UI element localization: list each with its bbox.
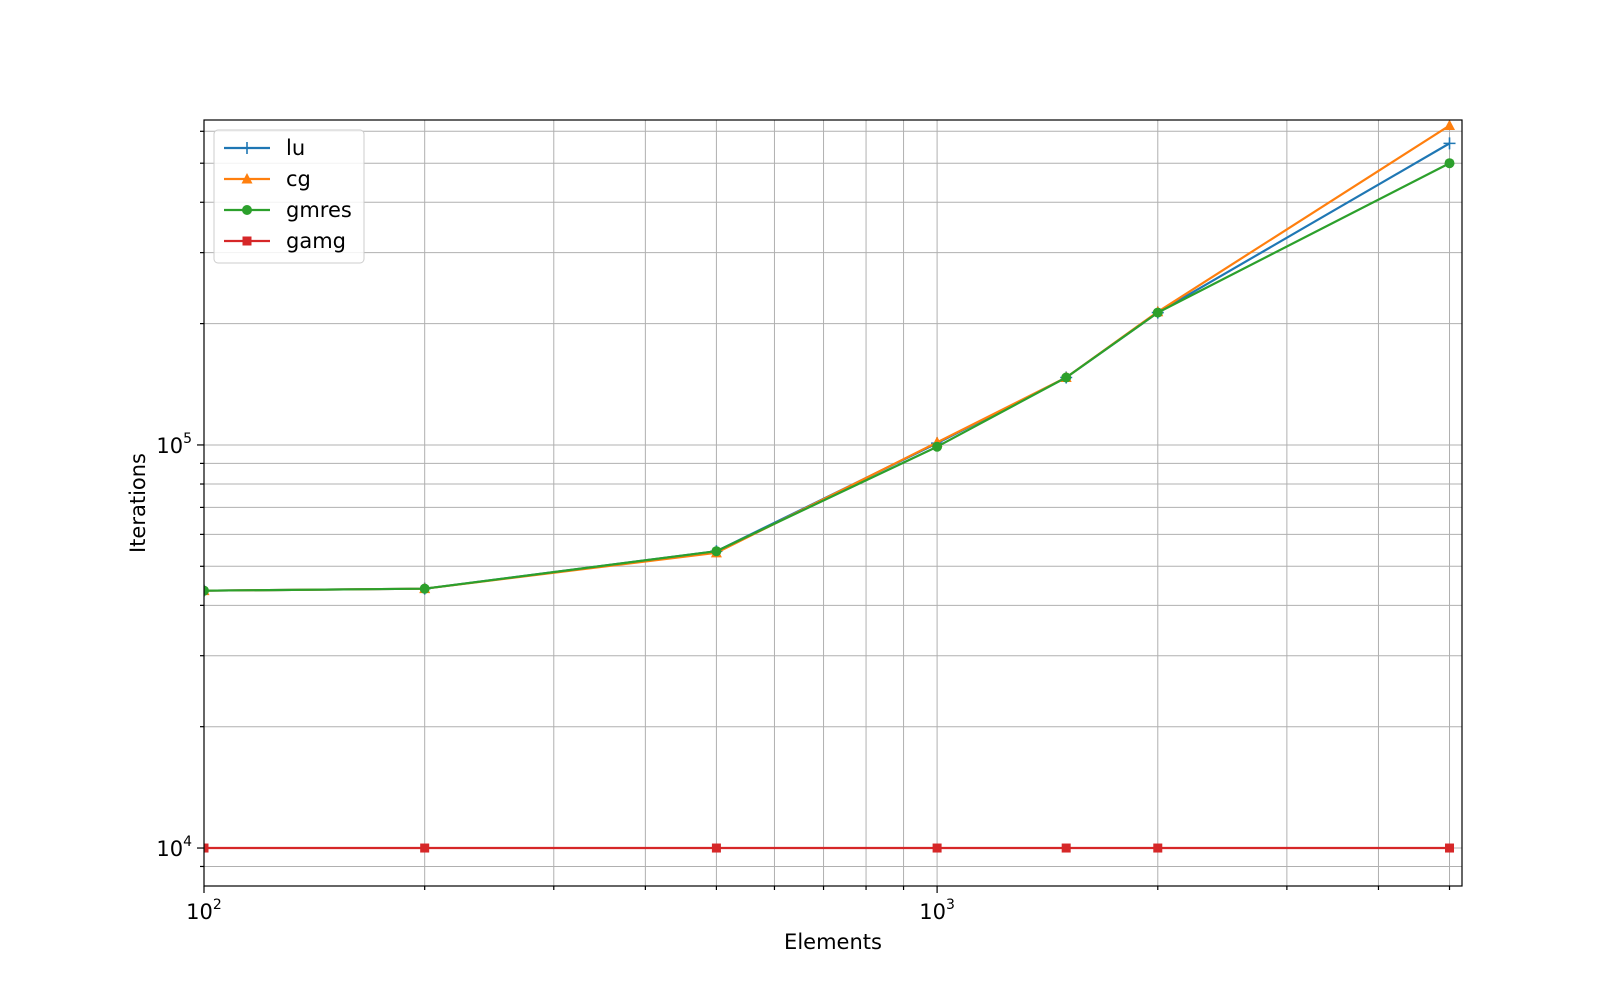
legend-marker [242, 205, 252, 215]
legend-item-lu: lu [224, 136, 305, 160]
data-point-gmres [419, 583, 430, 594]
x-tick-exponent: 3 [946, 897, 955, 913]
grid-lines [203, 120, 1462, 886]
y-tick-exponent: 5 [183, 431, 192, 447]
x-tick-exponent: 2 [213, 897, 222, 913]
series-gmres [204, 158, 1455, 596]
legend-label: cg [286, 167, 311, 191]
legend-marker [242, 236, 252, 246]
series-gamg [204, 843, 1455, 853]
legend-item-cg: cg [224, 167, 311, 191]
legend-label: lu [286, 136, 305, 160]
x-tick-base: 10 [186, 900, 213, 924]
y-axis-label: Iterations [126, 453, 150, 553]
legend-item-gamg: gamg [224, 229, 346, 253]
series-lu [204, 137, 1456, 597]
data-point-lu [1443, 137, 1456, 150]
x-tick-base: 10 [919, 900, 946, 924]
data-point-gmres [1061, 372, 1072, 383]
legend-box [213, 129, 365, 264]
data-point-gamg [204, 843, 209, 853]
x-axis-label: Elements [784, 930, 882, 954]
series-line-gmres [204, 162, 1451, 592]
y-tick-label: 105 [156, 431, 192, 458]
legend-marker [241, 173, 253, 184]
legend-label: gamg [286, 229, 346, 253]
y-tick-exponent: 4 [183, 834, 192, 850]
plot-series [204, 120, 1456, 853]
data-point-gmres [932, 441, 943, 452]
series-line-lu [204, 142, 1451, 592]
data-point-gamg [711, 843, 721, 853]
legend-marker [241, 142, 253, 154]
data-point-gmres [1152, 307, 1163, 318]
data-point-gamg [420, 843, 430, 853]
series-line-cg [204, 124, 1451, 592]
data-point-cg [1444, 120, 1456, 131]
data-point-gamg [1061, 843, 1071, 853]
y-tick-base: 10 [156, 837, 183, 861]
data-point-gmres [711, 546, 722, 557]
legend: lu cg gmres gamg [213, 129, 365, 264]
legend-label: gmres [286, 198, 352, 222]
data-point-gamg [932, 843, 942, 853]
x-tick-label: 103 [919, 897, 955, 924]
y-tick-label: 104 [156, 834, 192, 861]
data-point-gmres [1444, 158, 1455, 169]
data-point-gamg [1153, 843, 1163, 853]
plot-frame [203, 119, 1463, 887]
legend-item-gmres: gmres [224, 198, 352, 222]
data-point-gmres [204, 585, 209, 596]
y-tick-base: 10 [156, 434, 183, 458]
x-tick-label: 102 [186, 897, 222, 924]
data-point-gamg [1445, 843, 1455, 853]
series-cg [204, 120, 1456, 596]
